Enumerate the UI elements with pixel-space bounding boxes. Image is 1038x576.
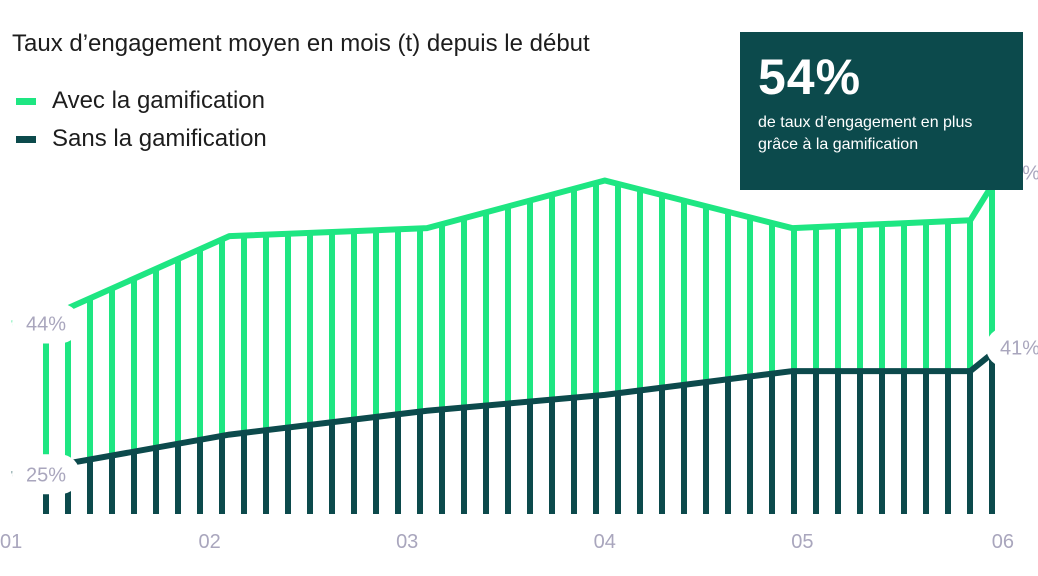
x-tick-label-04: 04 [594, 531, 616, 553]
legend: Avec la gamification Sans la gamificatio… [16, 82, 267, 158]
data-label-bg-1 [12, 454, 80, 495]
x-tick-label-01: 01 [0, 531, 22, 553]
x-tick-label-02: 02 [198, 531, 220, 553]
legend-label-without: Sans la gamification [52, 125, 267, 152]
x-tick-label-06: 06 [992, 531, 1014, 553]
callout-text: de taux d’engagement en plus grâce à la … [758, 114, 973, 153]
legend-label-with: Avec la gamification [52, 87, 265, 114]
data-label-3: 41% [1000, 337, 1038, 359]
line-without [11, 344, 1002, 478]
line-with [11, 170, 1003, 327]
legend-item-with: Avec la gamification [16, 82, 267, 120]
data-label-1: 25% [26, 464, 66, 486]
legend-swatch-with [16, 97, 36, 105]
data-label-0: 44% [26, 313, 66, 335]
data-label-bg-0 [12, 303, 80, 344]
callout-box: 54% de taux d’engagement en plus grâce à… [740, 32, 1023, 190]
x-tick-label-05: 05 [791, 531, 813, 553]
callout-value: 54% [758, 49, 862, 105]
x-tick-label-03: 03 [396, 531, 418, 553]
chart-title: Taux d’engagement moyen en mois (t) depu… [12, 30, 590, 57]
data-label-bg-3 [986, 327, 1038, 368]
legend-swatch-without [16, 135, 36, 143]
legend-item-without: Sans la gamification [16, 120, 267, 158]
